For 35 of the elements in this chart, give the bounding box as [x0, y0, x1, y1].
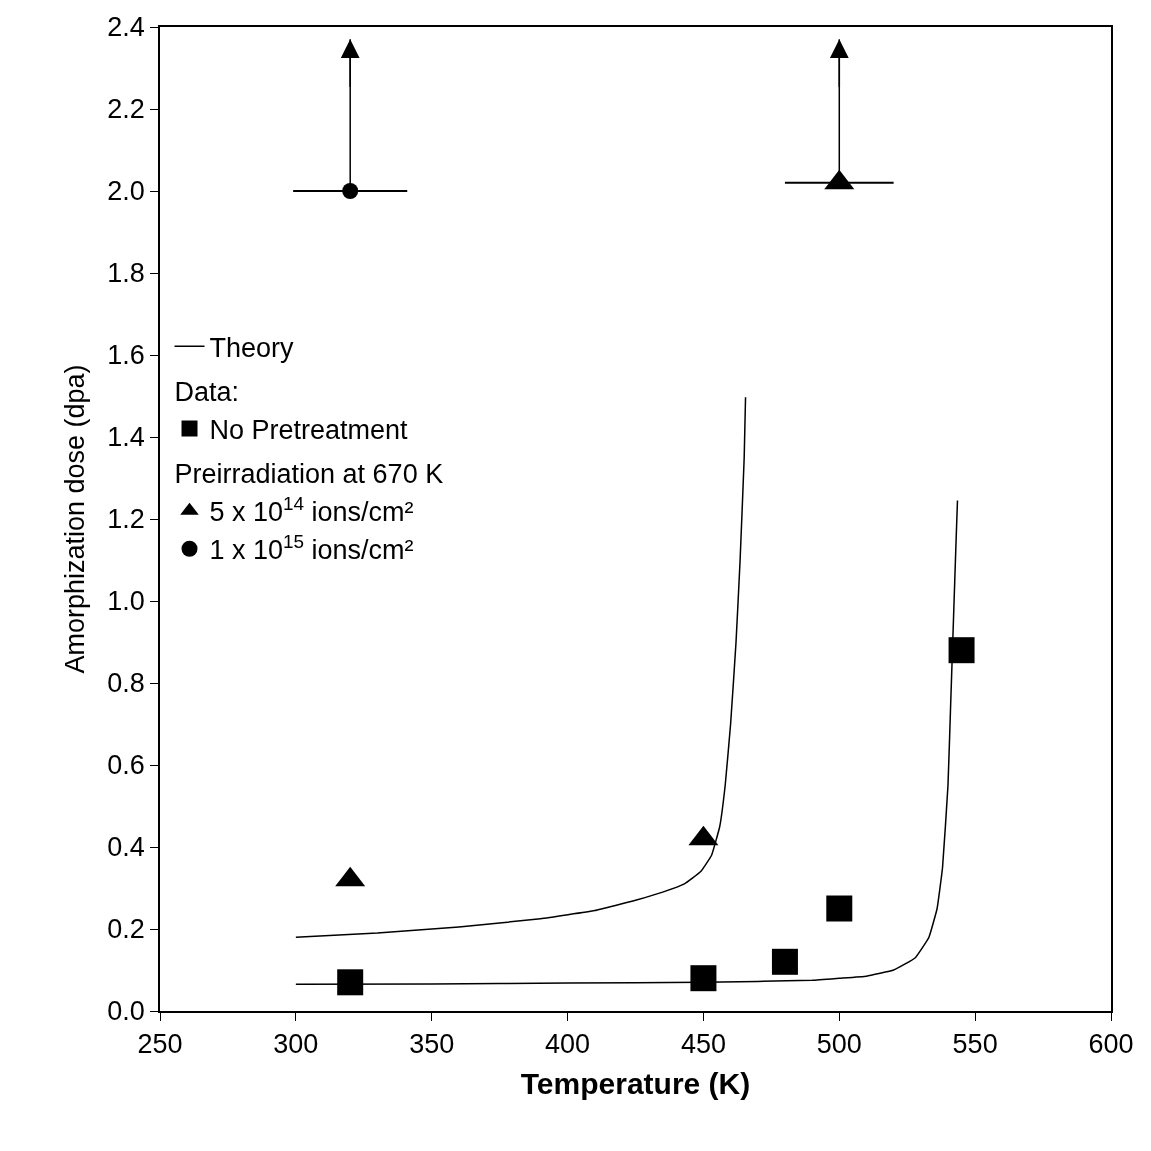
- x-tick-label: 600: [1088, 1029, 1134, 1060]
- x-tick-label: 550: [952, 1029, 998, 1060]
- point: [771, 948, 798, 975]
- y-tick-label: 0.6: [107, 750, 145, 781]
- y-tick-label: 1.2: [107, 504, 145, 535]
- x-tick-label: 400: [545, 1029, 591, 1060]
- y-axis-title: Amorphization dose (dpa): [59, 364, 90, 674]
- y-tick-label: 1.4: [107, 422, 145, 453]
- x-tick-label: 500: [816, 1029, 862, 1060]
- point: [690, 965, 717, 992]
- point: [342, 183, 359, 199]
- x-tick-label: 300: [273, 1029, 319, 1060]
- y-tick-label: 1.6: [107, 340, 145, 371]
- y-tick-label: 0.4: [107, 832, 145, 863]
- legend-label: Theory: [209, 332, 295, 363]
- x-tick-label: 350: [409, 1029, 455, 1060]
- x-axis-title: Temperature (K): [520, 1067, 751, 1101]
- point: [948, 637, 975, 664]
- legend-label: No Pretreatment: [209, 414, 409, 445]
- y-tick-label: 2.4: [107, 12, 145, 43]
- y-tick-label: 0.8: [107, 668, 145, 699]
- y-tick-label: 1.0: [107, 586, 145, 617]
- annotation: Data:: [174, 376, 240, 407]
- annotation: Preirradiation at 670 K: [174, 459, 444, 490]
- legend-label: 1 x 10$^{15}$ ions/cm²: [209, 530, 414, 566]
- y-tick-label: 0.0: [107, 996, 145, 1027]
- y-tick-label: 2.2: [107, 94, 145, 125]
- x-tick-label: 450: [680, 1029, 726, 1060]
- x-tick-label: 250: [137, 1029, 183, 1060]
- y-tick-label: 1.8: [107, 258, 145, 289]
- legend-label: 5 x 10$^{14}$ ions/cm²: [209, 492, 414, 528]
- point: [826, 895, 853, 922]
- y-tick-label: 0.2: [107, 914, 145, 945]
- point: [337, 969, 364, 996]
- y-tick-label: 2.0: [107, 176, 145, 207]
